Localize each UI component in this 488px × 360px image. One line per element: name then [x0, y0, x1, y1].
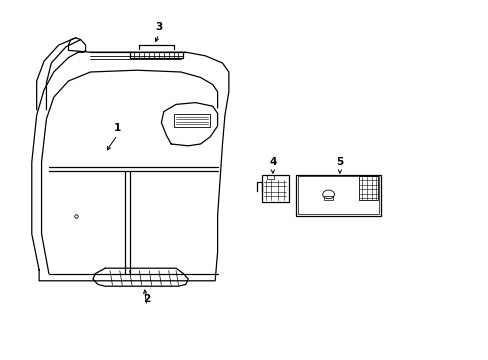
Text: 5: 5: [336, 157, 343, 167]
Text: 3: 3: [155, 22, 162, 32]
Text: 1: 1: [114, 123, 121, 133]
Text: 4: 4: [268, 157, 276, 167]
Text: 2: 2: [143, 294, 150, 304]
